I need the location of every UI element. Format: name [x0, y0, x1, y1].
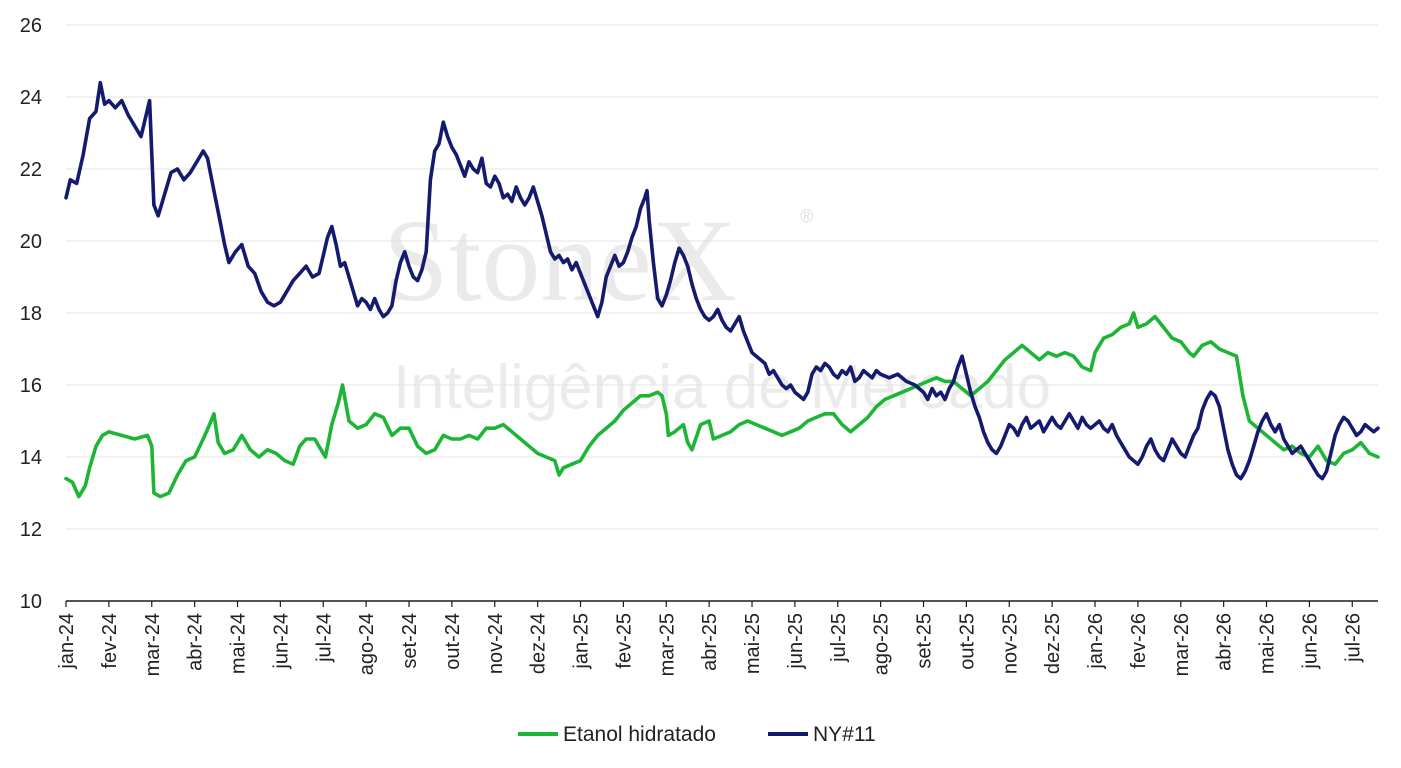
- y-tick-label: 10: [20, 591, 42, 613]
- x-tick-label: set-24: [399, 613, 421, 669]
- x-tick-label: nov-25: [999, 613, 1021, 674]
- y-tick-label: 16: [20, 375, 42, 397]
- watermark-subtitle: Inteligência de Mercado: [393, 353, 1051, 422]
- watermark-brand: StoneX: [383, 195, 737, 326]
- y-tick-label: 12: [20, 519, 42, 541]
- series-line-etanol: [64, 311, 1380, 499]
- x-tick-label: ago-25: [871, 613, 893, 675]
- watermark: StoneX ® Inteligência de Mercado: [383, 195, 1051, 422]
- x-tick-label: abr-24: [185, 613, 207, 671]
- x-tick-label: dez-25: [1042, 613, 1064, 674]
- x-tick-label: mai-25: [742, 613, 764, 674]
- x-tick-label: mai-26: [1257, 613, 1279, 674]
- watermark-registered-mark: ®: [800, 206, 813, 226]
- x-tick-label: jul-25: [828, 613, 850, 663]
- y-tick-label: 24: [20, 87, 42, 109]
- x-axis-ticks: jan-24 fev-24 mar-24 abr-24 mai-24 jun-24 jul-…: [56, 601, 1364, 676]
- x-tick-label: set-25: [914, 613, 936, 669]
- x-tick-label: jul-24: [313, 613, 335, 663]
- x-tick-label: jan-24: [56, 613, 78, 670]
- y-tick-label: 26: [20, 15, 42, 37]
- x-tick-label: dez-24: [528, 613, 550, 674]
- series-lines: [64, 80, 1380, 499]
- series-line-ny11: [64, 80, 1380, 481]
- legend-label-etanol: Etanol hidratado: [563, 723, 716, 746]
- legend: Etanol hidratado NY#11: [518, 723, 876, 746]
- x-tick-label: fev-24: [99, 613, 121, 669]
- x-tick-label: ago-24: [356, 613, 378, 675]
- y-tick-label: 22: [20, 159, 42, 181]
- x-tick-label: jun-24: [270, 613, 292, 670]
- legend-label-ny11: NY#11: [813, 723, 876, 746]
- x-tick-label: nov-24: [485, 613, 507, 674]
- x-tick-label: mar-25: [656, 613, 678, 676]
- x-tick-label: fev-25: [613, 613, 635, 669]
- x-tick-label: jan-25: [571, 613, 593, 670]
- y-tick-label: 20: [20, 231, 42, 253]
- y-tick-label: 14: [20, 447, 42, 469]
- x-tick-label: jun-25: [785, 613, 807, 670]
- x-tick-label: mar-24: [142, 613, 164, 676]
- x-tick-label: abr-25: [699, 613, 721, 671]
- x-tick-label: fev-26: [1128, 613, 1150, 669]
- x-tick-label: out-24: [442, 613, 464, 670]
- x-tick-label: out-25: [956, 613, 978, 670]
- x-tick-label: jun-26: [1299, 613, 1321, 670]
- y-tick-label: 18: [20, 303, 42, 325]
- x-tick-label: mai-24: [228, 613, 250, 674]
- grid-lines: [66, 24, 1378, 530]
- y-axis-ticks: 10 12 14 16 18 20 22 24 26: [20, 15, 42, 613]
- x-tick-label: mar-26: [1171, 613, 1193, 676]
- x-tick-label: jan-26: [1085, 613, 1107, 670]
- x-tick-label: abr-26: [1214, 613, 1236, 671]
- x-tick-label: jul-26: [1342, 613, 1364, 663]
